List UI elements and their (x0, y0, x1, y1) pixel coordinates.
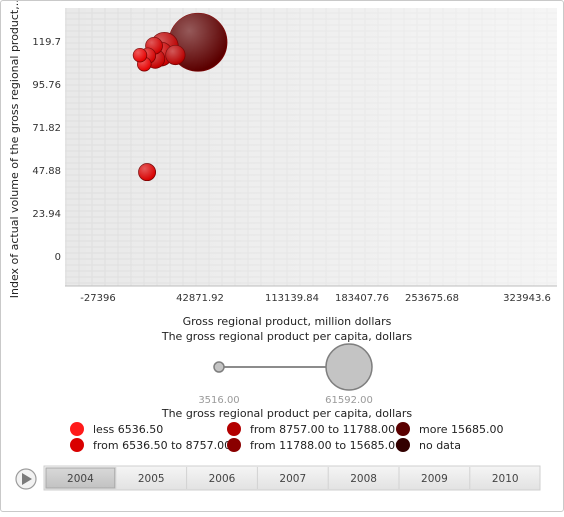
legend-item-no-data[interactable]: no data (396, 438, 461, 452)
timeline-year-label: 2010 (492, 473, 519, 485)
y-tick-label: 23.94 (32, 209, 61, 220)
x-tick-label: 253675.68 (405, 293, 459, 304)
bubble-highlight (138, 163, 156, 181)
legend-label: no data (419, 439, 461, 452)
x-tick-label: 42871.92 (176, 293, 224, 304)
x-tick-label: 323943.6 (503, 293, 551, 304)
bubble-highlight (165, 45, 186, 65)
y-tick-label: 47.88 (32, 166, 61, 177)
color-legend: less 6536.50 from 8757.00 to 11788.00 mo… (70, 422, 503, 452)
y-tick-labels: 119.7 95.76 71.82 47.88 23.94 0 (32, 37, 61, 263)
size-legend-min-label: 3516.00 (198, 395, 239, 406)
y-tick-label: 95.76 (32, 80, 61, 91)
size-legend-max-label: 61592.00 (325, 395, 373, 406)
timeline-year-2005[interactable]: 2005 (115, 467, 165, 489)
legend-item-6536-8757[interactable]: from 6536.50 to 8757.00 (70, 438, 231, 452)
x-tick-label: 113139.84 (265, 293, 319, 304)
legend-label: less 6536.50 (93, 423, 163, 436)
legend-swatch (396, 422, 410, 436)
x-tick-label: -27396 (80, 293, 115, 304)
timeline-years: 2004 2005 2006 2007 2008 2009 2010 (45, 467, 519, 489)
y-axis-title: Index of actual volume of the gross regi… (8, 1, 21, 298)
legend-label: from 11788.00 to 15685.00 (250, 439, 402, 452)
timeline-year-label: 2009 (421, 473, 448, 485)
timeline-year-label: 2008 (350, 473, 377, 485)
legend-swatch (396, 438, 410, 452)
x-axis-title: Gross regional product, million dollars (183, 315, 392, 328)
legend-item-8757-11788[interactable]: from 8757.00 to 11788.00 (227, 422, 395, 436)
x-tick-label: 183407.76 (335, 293, 389, 304)
legend-label: more 15685.00 (419, 423, 503, 436)
size-legend: 3516.00 61592.00 (198, 343, 373, 406)
size-legend-min-bubble (213, 361, 225, 373)
timeline: 2004 2005 2006 2007 2008 2009 2010 (15, 465, 541, 491)
timeline-year-2010[interactable]: 2010 (469, 467, 519, 489)
legend-item-11788-15685[interactable]: from 11788.00 to 15685.00 (227, 438, 402, 452)
timeline-year-2004[interactable]: 2004 (45, 467, 116, 489)
timeline-year-label: 2007 (279, 473, 306, 485)
timeline-year-2009[interactable]: 2009 (398, 467, 448, 489)
size-axis-title: The gross regional product per capita, d… (161, 330, 413, 343)
legend-item-less-6536[interactable]: less 6536.50 (70, 422, 163, 436)
bubble-highlight (133, 48, 147, 62)
x-tick-labels: -27396 42871.92 113139.84 183407.76 253675.6… (80, 293, 551, 304)
timeline-year-2008[interactable]: 2008 (327, 467, 377, 489)
legend-item-more-15685[interactable]: more 15685.00 (396, 422, 503, 436)
bubbles (132, 12, 228, 182)
legend-swatch (227, 422, 241, 436)
size-legend-max-bubble (325, 343, 373, 391)
legend-swatch (227, 438, 241, 452)
legend-label: from 6536.50 to 8757.00 (93, 439, 231, 452)
y-tick-label: 71.82 (32, 123, 61, 134)
timeline-year-2007[interactable]: 2007 (256, 467, 306, 489)
play-button[interactable] (15, 468, 37, 490)
timeline-year-label: 2005 (138, 473, 165, 485)
timeline-year-highlight (45, 467, 116, 489)
y-tick-label: 119.7 (32, 37, 61, 48)
legend-label: from 8757.00 to 11788.00 (250, 423, 395, 436)
timeline-track (43, 465, 541, 491)
legend-swatch (70, 438, 84, 452)
timeline-year-label: 2004 (67, 473, 94, 485)
color-legend-title: The gross regional product per capita, d… (161, 407, 413, 420)
play-icon (22, 473, 32, 485)
legend-swatch (70, 422, 84, 436)
timeline-year-2006[interactable]: 2006 (186, 467, 236, 489)
y-tick-label: 0 (55, 252, 61, 263)
timeline-year-label: 2006 (209, 473, 236, 485)
